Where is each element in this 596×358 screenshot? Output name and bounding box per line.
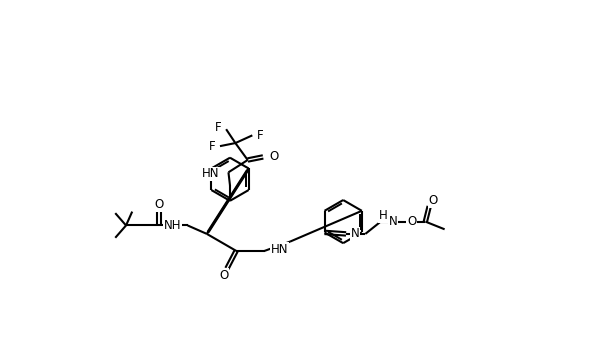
Text: O: O [154,198,164,211]
Text: NH: NH [164,219,181,232]
Text: N: N [389,215,397,228]
Text: HN: HN [271,243,288,256]
Text: N: N [350,227,359,241]
Text: O: O [407,215,416,228]
Text: F: F [215,121,222,134]
Text: O: O [429,194,437,207]
Text: F: F [257,129,263,142]
Text: F: F [209,140,215,153]
Text: O: O [269,150,278,163]
Text: O: O [219,269,228,282]
Text: H: H [378,209,387,222]
Text: HN: HN [201,167,219,180]
